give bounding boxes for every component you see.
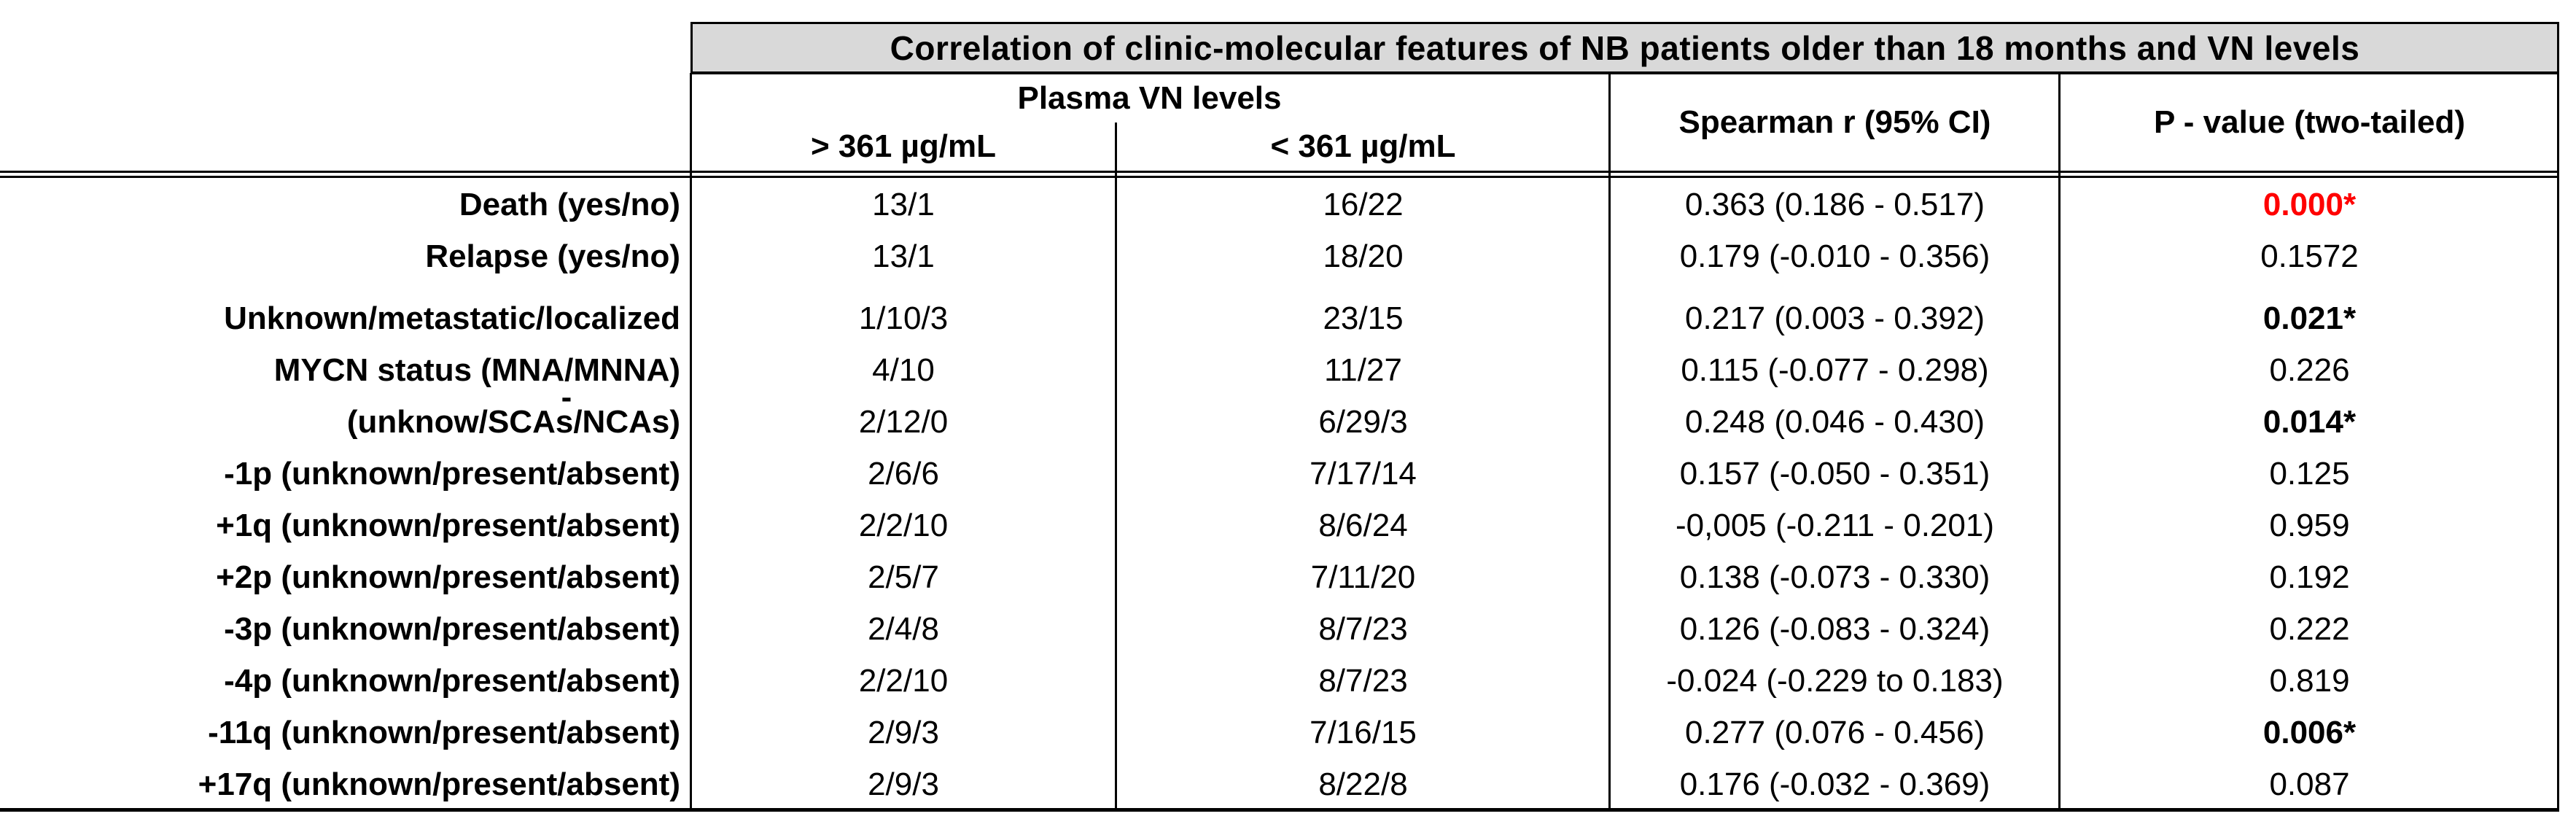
cell-vn-high: 2/6/6 [868,455,939,492]
cell-vn-high: 2/12/0 [858,403,949,440]
cell-pvalue: 0.222 [2269,610,2350,647]
cell-vn-low: 18/20 [1323,238,1404,274]
grid-line-vn-subcolumn-divider [1115,123,1117,808]
header-p-value: P - value (two-tailed) [2153,104,2466,140]
table-row: +2p (unknown/present/absent) 2/5/7 7/11/20… [0,551,2559,603]
cell-spearman: 0.179 (-0.010 - 0.356) [1679,238,1991,274]
cell-spearman: 0.115 (-0.077 - 0.298) [1681,352,1989,388]
cell-vn-low: 8/22/8 [1318,766,1408,802]
cell-spearman: 0.277 (0.076 - 0.456) [1685,714,1985,750]
cell-pvalue: 0.125 [2269,455,2350,492]
cell-pvalue: 0.006* [2262,714,2357,750]
cell-spearman: -0.024 (-0.229 to 0.183) [1666,662,2004,699]
row-label: (unknow/SCAs/NCAs) [346,403,680,440]
stray-dash-mark: - [561,379,572,415]
cell-pvalue: 0.014* [2262,403,2357,440]
row-label: -3p (unknown/present/absent) [224,610,680,647]
row-label: +2p (unknown/present/absent) [216,559,680,595]
cell-spearman: -0,005 (-0.211 - 0.201) [1676,507,1994,543]
table-row: -11q (unknown/present/absent) 2/9/3 7/16/1… [0,707,2559,758]
table-row: Death (yes/no) 13/1 16/22 0.363 (0.186 - 0.… [0,179,2559,230]
cell-spearman: 0.363 (0.186 - 0.517) [1685,186,1985,222]
row-label: Death (yes/no) [459,186,680,222]
cell-vn-high: 2/2/10 [858,662,949,699]
row-label: -11q (unknown/present/absent) [208,714,680,750]
table-row: -3p (unknown/present/absent) 2/4/8 8/7/23 0… [0,603,2559,655]
header-vn-below-361: < 361 µg/mL [1270,128,1456,164]
cell-vn-low: 8/7/23 [1318,662,1408,699]
row-label: +17q (unknown/present/absent) [198,766,680,802]
header-spearman-r: Spearman r (95% CI) [1678,104,1991,140]
cell-pvalue: 0.226 [2269,352,2350,388]
cell-vn-high: 2/9/3 [868,766,939,802]
row-label: Unknown/metastatic/localized [224,300,680,336]
grid-line-spearman-pvalue-divider [2058,74,2061,808]
cell-vn-high: 2/4/8 [868,610,939,647]
cell-vn-low: 8/6/24 [1318,507,1408,543]
table-row: Unknown/metastatic/localized 1/10/3 23/15 0… [0,282,2559,344]
cell-pvalue: 0.021* [2262,300,2357,336]
cell-vn-high: 2/2/10 [858,507,949,543]
cell-vn-low: 23/15 [1323,300,1404,336]
header-vn-above-361: > 361 µg/mL [810,128,996,164]
cell-spearman: 0.176 (-0.032 - 0.369) [1679,766,1991,802]
cell-vn-low: 16/22 [1323,186,1404,222]
table-title: Correlation of clinic-molecular features… [890,28,2360,67]
table-bottom-rule [0,808,2559,812]
grid-line-right-border [2557,74,2559,808]
row-label: -4p (unknown/present/absent) [224,662,680,699]
row-label: -1p (unknown/present/absent) [224,455,680,492]
cell-spearman: 0.217 (0.003 - 0.392) [1685,300,1985,336]
cell-vn-high: 2/5/7 [868,559,939,595]
table-row: Relapse (yes/no) 13/1 18/20 0.179 (-0.010 -… [0,230,2559,282]
cell-pvalue: 0.000* [2262,186,2357,222]
row-label: MYCN status (MNA/MNNA) [273,352,680,388]
cell-vn-high: 2/9/3 [868,714,939,750]
row-label: Relapse (yes/no) [425,238,680,274]
cell-spearman: 0.248 (0.046 - 0.430) [1685,403,1985,440]
cell-vn-low: 8/7/23 [1318,610,1408,647]
table-row: +17q (unknown/present/absent) 2/9/3 8/22/8… [0,758,2559,810]
table-body: Death (yes/no) 13/1 16/22 0.363 (0.186 - 0.… [0,179,2559,810]
cell-spearman: 0.126 (-0.083 - 0.324) [1679,610,1991,647]
table-row: MYCN status (MNA/MNNA) 4/10 11/27 0.115 (-0… [0,344,2559,396]
cell-spearman: 0.138 (-0.073 - 0.330) [1679,559,1991,595]
cell-vn-low: 6/29/3 [1318,403,1408,440]
cell-vn-low: 7/11/20 [1310,559,1416,595]
table-row: +1q (unknown/present/absent) 2/2/10 8/6/24… [0,500,2559,551]
header-double-rule [0,171,2559,178]
cell-vn-low: 7/16/15 [1310,714,1417,750]
table-row: (unknow/SCAs/NCAs) 2/12/0 6/29/3 0.248 (0.0… [0,396,2559,448]
cell-vn-high: 1/10/3 [858,300,949,336]
cell-vn-high: 13/1 [872,186,935,222]
cell-pvalue: 0.1572 [2260,238,2359,274]
cell-pvalue: 0.192 [2269,559,2350,595]
table-row: -4p (unknown/present/absent) 2/2/10 8/7/23… [0,655,2559,707]
grid-line-labels-divider [690,73,692,808]
table-title-bar: Correlation of clinic-molecular features… [690,22,2559,74]
cell-vn-high: 13/1 [872,238,935,274]
cell-pvalue: 0.959 [2269,507,2350,543]
row-label: +1q (unknown/present/absent) [216,507,680,543]
cell-vn-high: 4/10 [872,352,935,388]
grid-line-vnlow-spearman-divider [1608,74,1611,808]
cell-spearman: 0.157 (-0.050 - 0.351) [1679,455,1991,492]
cell-vn-low: 11/27 [1324,352,1402,388]
cell-pvalue: 0.087 [2269,766,2350,802]
table-row: -1p (unknown/present/absent) 2/6/6 7/17/14… [0,448,2559,500]
header-plasma-vn-levels: Plasma VN levels [1017,80,1282,116]
cell-pvalue: 0.819 [2269,662,2350,699]
cell-vn-low: 7/17/14 [1310,455,1417,492]
